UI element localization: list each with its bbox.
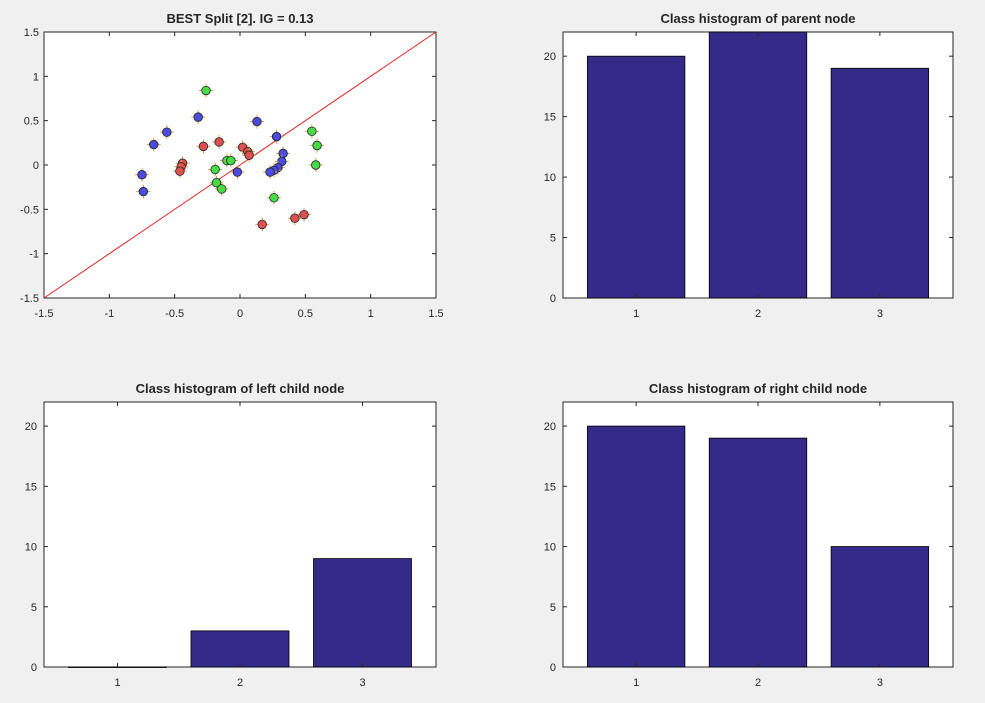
y-tick-label: 0 bbox=[550, 293, 556, 305]
x-tick-label: 2 bbox=[237, 677, 243, 689]
scatter-subplot: BEST Split [2]. IG = 0.13 -1.5 -1 -0.5 0 0.5… bbox=[20, 11, 444, 320]
scatter-point-class-2 bbox=[212, 134, 227, 149]
scatter-point-class-3 bbox=[266, 190, 281, 205]
y-tick-label: 10 bbox=[25, 542, 37, 554]
x-tick-label: -1.5 bbox=[35, 308, 54, 320]
scatter-point-class-3 bbox=[223, 153, 238, 168]
y-tick-label: 0 bbox=[31, 662, 37, 674]
scatter-point-class-2 bbox=[196, 139, 211, 154]
parent-histogram-bars: 0 5 10 15 20 1 2 3 bbox=[544, 31, 953, 320]
scatter-point-class-2 bbox=[255, 217, 270, 232]
scatter-point-class-2 bbox=[172, 164, 187, 179]
split-line bbox=[43, 31, 437, 299]
x-tick-label: -0.5 bbox=[165, 308, 184, 320]
x-tick-label: 3 bbox=[359, 677, 365, 689]
scatter-point-class-3 bbox=[199, 83, 214, 98]
right-child-histogram-title: Class histogram of right child node bbox=[649, 381, 867, 396]
x-tick-label: -1 bbox=[104, 308, 114, 320]
y-tick-label: -1 bbox=[29, 249, 39, 261]
y-tick-label: -0.5 bbox=[20, 204, 39, 216]
scatter-point-class-1 bbox=[263, 165, 278, 180]
scatter-point-class-3 bbox=[304, 124, 319, 139]
scatter-point-class-1 bbox=[276, 146, 291, 161]
x-tick-label: 1 bbox=[368, 308, 374, 320]
y-tick-label: 10 bbox=[544, 542, 556, 554]
y-tick-label: 20 bbox=[544, 421, 556, 433]
scatter-point-class-1 bbox=[159, 125, 174, 140]
y-tick-label: 0 bbox=[33, 160, 39, 172]
scatter-point-class-1 bbox=[230, 165, 245, 180]
x-tick-label: 1 bbox=[633, 308, 639, 320]
y-tick-label: 1.5 bbox=[24, 27, 39, 39]
scatter-ticks: -1.5 -1 -0.5 0 0.5 1 1.5 -1.5 -1 -0.5 0 0.5 1 1.5 bbox=[20, 27, 444, 320]
x-tick-label: 0.5 bbox=[298, 308, 313, 320]
right-child-histogram-bars: 0 5 10 15 20 1 2 3 bbox=[544, 402, 953, 689]
parent-histogram: Class histogram of parent node 0 5 10 15 20 1… bbox=[544, 11, 954, 320]
y-tick-label: 15 bbox=[544, 112, 556, 124]
bar-category-2 bbox=[708, 437, 808, 668]
x-tick-label: 1 bbox=[633, 677, 639, 689]
y-tick-label: -1.5 bbox=[20, 293, 39, 305]
scatter-point-class-3 bbox=[208, 162, 223, 177]
x-tick-label: 1.5 bbox=[428, 308, 443, 320]
y-tick-label: 5 bbox=[550, 233, 556, 245]
x-tick-label: 1 bbox=[114, 677, 120, 689]
y-tick-label: 1 bbox=[33, 71, 39, 83]
scatter-point-class-1 bbox=[191, 110, 206, 125]
y-tick-label: 5 bbox=[31, 602, 37, 614]
scatter-point-class-1 bbox=[269, 129, 284, 144]
y-tick-label: 0.5 bbox=[24, 116, 39, 128]
bar-category-3 bbox=[830, 67, 930, 299]
scatter-point-class-1 bbox=[146, 137, 161, 152]
bar-category-1 bbox=[586, 425, 686, 668]
x-tick-label: 2 bbox=[755, 677, 761, 689]
x-tick-label: 0 bbox=[237, 308, 243, 320]
scatter-point-class-3 bbox=[308, 158, 323, 172]
bar-category-3 bbox=[830, 546, 930, 668]
bar-category-3 bbox=[313, 558, 412, 668]
bar-category-2 bbox=[190, 630, 290, 668]
bar-category-1 bbox=[68, 666, 167, 668]
bar-category-1 bbox=[586, 55, 686, 299]
y-tick-label: 0 bbox=[550, 662, 556, 674]
y-tick-label: 10 bbox=[544, 172, 556, 184]
bar-category-2 bbox=[708, 31, 808, 299]
scatter-point-class-2 bbox=[297, 207, 312, 222]
left-child-histogram-title: Class histogram of left child node bbox=[136, 381, 345, 396]
parent-histogram-title: Class histogram of parent node bbox=[660, 11, 855, 26]
y-tick-label: 15 bbox=[25, 481, 37, 493]
x-tick-label: 3 bbox=[877, 308, 883, 320]
x-tick-label: 2 bbox=[755, 308, 761, 320]
y-tick-label: 20 bbox=[25, 421, 37, 433]
scatter-point-class-2 bbox=[242, 148, 257, 163]
scatter-point-class-1 bbox=[136, 184, 151, 199]
left-child-histogram-bars: 0 5 10 15 20 1 2 3 bbox=[25, 402, 436, 689]
scatter-points bbox=[135, 83, 325, 232]
y-tick-label: 5 bbox=[550, 602, 556, 614]
scatter-point-class-3 bbox=[214, 181, 229, 196]
scatter-point-class-3 bbox=[209, 175, 224, 190]
y-tick-label: 20 bbox=[544, 51, 556, 63]
scatter-point-class-2 bbox=[287, 211, 302, 226]
scatter-point-class-1 bbox=[135, 167, 149, 182]
x-tick-label: 3 bbox=[877, 677, 883, 689]
y-tick-label: 15 bbox=[544, 481, 556, 493]
right-child-histogram: Class histogram of right child node 0 5 10… bbox=[544, 381, 954, 689]
scatter-point-class-1 bbox=[249, 114, 264, 129]
left-child-histogram: Class histogram of left child node 0 5 10 1… bbox=[25, 381, 437, 689]
scatter-title: BEST Split [2]. IG = 0.13 bbox=[166, 11, 313, 26]
scatter-point-class-3 bbox=[310, 138, 325, 153]
